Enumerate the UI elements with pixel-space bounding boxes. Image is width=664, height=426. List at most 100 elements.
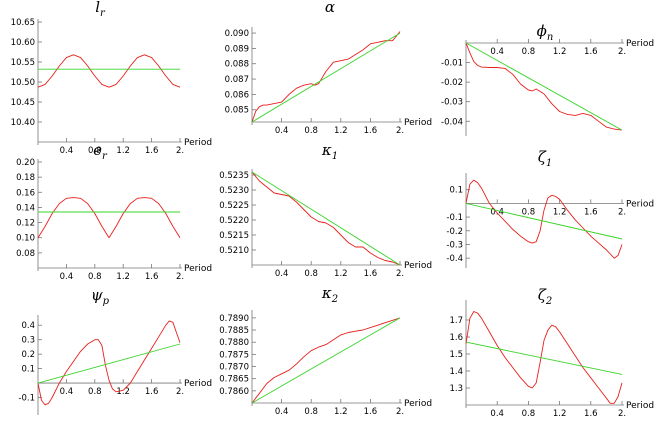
chart-2-y-tick-label: 0.087 bbox=[225, 75, 249, 85]
chart-1-y-tick-label: 10.45 bbox=[11, 98, 35, 108]
chart-2: α 0.085 0.086 0.087 0.088 0.089 0.090 0.4 0.8 1.2… bbox=[225, 0, 432, 136]
chart-3-x-tick-label: 0.8 bbox=[522, 47, 536, 57]
chart-2-x-tick-label: 0.4 bbox=[275, 126, 289, 136]
chart-6-x-tick-label: 1.6 bbox=[584, 207, 598, 217]
chart-1-title: lr bbox=[95, 0, 106, 19]
chart-4-x-tick-label: 2. bbox=[176, 272, 184, 282]
chart-4-red-series-line bbox=[37, 197, 181, 239]
chart-8-y-tick-label: 0.7875 bbox=[219, 350, 249, 360]
chart-3-y-tick-label: -0.02 bbox=[441, 78, 463, 88]
chart-3: ϕn -0.01 -0.02 -0.03 -0.04 0.4 0.8 1.2 1.6 2.Peri… bbox=[441, 22, 654, 136]
chart-7-x-tick-label: 1.2 bbox=[116, 387, 130, 397]
chart-9-y-tick-label: 1.6 bbox=[449, 333, 463, 343]
chart-2-x-axis-label: Period bbox=[404, 118, 432, 128]
chart-9-x-tick-label: 1.2 bbox=[553, 409, 567, 419]
chart-2-x-tick-label: 1.2 bbox=[334, 126, 348, 136]
chart-2-y-tick-label: 0.088 bbox=[225, 60, 249, 70]
chart-1-y-tick-label: 10.65 bbox=[11, 18, 35, 28]
chart-1-y-tick-label: 10.50 bbox=[11, 78, 35, 88]
chart-4-x-axis-label: Period bbox=[184, 264, 212, 274]
chart-2-y-tick-label: 0.089 bbox=[225, 44, 249, 54]
chart-5-x-axis-label: Period bbox=[404, 261, 432, 271]
chart-9-y-tick-label: 1.7 bbox=[449, 316, 463, 326]
chart-5-x-tick-label: 0.4 bbox=[275, 269, 289, 279]
chart-9-x-tick-label: 2. bbox=[618, 409, 626, 419]
chart-8-x-tick-label: 0.4 bbox=[275, 407, 289, 417]
chart-9-red-series-line bbox=[465, 311, 623, 404]
chart-6-x-axis-label: Period bbox=[626, 199, 654, 209]
chart-8-y-tick-label: 0.7860 bbox=[219, 387, 249, 397]
chart-1-x-tick-label: 0.8 bbox=[88, 146, 102, 156]
chart-4-y-tick-label: 0.16 bbox=[16, 188, 35, 198]
chart-3-x-tick-label: 1.2 bbox=[553, 47, 567, 57]
chart-6-title: ζ1 bbox=[538, 148, 553, 169]
chart-7-title: ψp bbox=[91, 286, 110, 307]
chart-4-x-tick-label: 0.4 bbox=[60, 272, 74, 282]
chart-4: er 0.08 0.10 0.12 0.14 0.16 0.18 0.20 0.4 0.8 1.2 1… bbox=[16, 141, 212, 282]
chart-5-x-tick-label: 0.8 bbox=[304, 269, 318, 279]
chart-4-y-tick-label: 0.10 bbox=[16, 234, 35, 244]
chart-9-x-tick-label: 0.8 bbox=[522, 409, 536, 419]
chart-5-x-tick-label: 1.2 bbox=[334, 269, 348, 279]
chart-7-x-tick-label: 0.4 bbox=[60, 387, 74, 397]
chart-7-y-tick-label: 0.2 bbox=[21, 350, 35, 360]
chart-9-x-tick-label: 1.6 bbox=[584, 409, 598, 419]
chart-3-x-tick-label: 2. bbox=[618, 47, 626, 57]
chart-9-x-tick-label: 0.4 bbox=[490, 409, 504, 419]
chart-7-red-series-line bbox=[37, 320, 181, 406]
chart-7-x-tick-label: 2. bbox=[176, 387, 184, 397]
chart-2-red-series-line bbox=[251, 31, 401, 123]
chart-8-title: κ2 bbox=[321, 284, 338, 305]
chart-1-y-tick-label: 10.55 bbox=[11, 58, 35, 68]
chart-7-x-axis-label: Period bbox=[184, 379, 212, 389]
chart-4-y-tick-label: 0.08 bbox=[16, 249, 35, 259]
chart-2-title: α bbox=[325, 0, 335, 16]
chart-9: ζ2 1.7 1.6 1.5 1.4 1.3 0.4 0.8 1.2 1.6 2.Period bbox=[449, 286, 654, 419]
chart-7-x-tick-label: 0.8 bbox=[88, 387, 102, 397]
chart-9-y-tick-label: 1.3 bbox=[449, 384, 463, 394]
chart-5-red-series-line bbox=[251, 171, 401, 266]
chart-8: κ2 0.7860 0.7865 0.7870 0.7875 0.7880 0.7885 0.… bbox=[219, 284, 432, 417]
chart-8-x-tick-label: 1.6 bbox=[364, 407, 378, 417]
chart-4-y-tick-label: 0.20 bbox=[16, 158, 35, 168]
chart-5-green-fit-line bbox=[251, 171, 401, 266]
chart-3-y-tick-label: -0.04 bbox=[441, 117, 463, 127]
chart-7-y-tick-label: 0.3 bbox=[21, 336, 35, 346]
chart-3-x-axis-label: Period bbox=[626, 39, 654, 49]
chart-4-title: er bbox=[93, 141, 108, 162]
chart-6: ζ10.1-0.1-0.2-0.3-0.40.4 0.8 1.2 1.6 2.Perio… bbox=[446, 148, 654, 268]
chart-8-y-tick-label: 0.7870 bbox=[219, 363, 249, 373]
chart-1: lr 10.40 10.45 10.50 10.55 10.60 10.65 0.4 0.8 1.… bbox=[11, 0, 212, 156]
chart-8-y-tick-label: 0.7885 bbox=[219, 326, 249, 336]
chart-7: ψp 0.4 0.3 0.2 0.1 -0.1 0.4 0.8 1.2 1.6 2.Period bbox=[18, 286, 212, 415]
chart-6-y-tick-label: -0.3 bbox=[446, 240, 463, 250]
chart-1-x-tick-label: 1.6 bbox=[145, 146, 159, 156]
chart-6-x-tick-label: 2. bbox=[618, 207, 626, 217]
chart-7-y-tick-label: 0.1 bbox=[21, 365, 35, 375]
chart-9-y-tick-label: 1.5 bbox=[449, 350, 463, 360]
chart-2-x-tick-label: 1.6 bbox=[364, 126, 378, 136]
chart-2-y-tick-label: 0.086 bbox=[225, 90, 249, 100]
chart-8-red-series-line bbox=[251, 317, 401, 404]
chart-6-x-tick-label: 0.8 bbox=[522, 207, 536, 217]
chart-3-x-tick-label: 0.4 bbox=[490, 47, 504, 57]
chart-6-y-tick-label: -0.2 bbox=[446, 227, 463, 237]
chart-5-x-tick-label: 2. bbox=[396, 269, 404, 279]
chart-1-red-series-line bbox=[37, 54, 181, 88]
chart-3-y-tick-label: -0.03 bbox=[441, 98, 463, 108]
chart-8-x-tick-label: 1.2 bbox=[334, 407, 348, 417]
chart-8-x-tick-label: 2. bbox=[396, 407, 404, 417]
chart-7-x-tick-label: 1.6 bbox=[145, 387, 159, 397]
chart-6-x-tick-label: 1.2 bbox=[553, 207, 567, 217]
chart-1-x-tick-label: 0.4 bbox=[60, 146, 74, 156]
chart-6-y-tick-label: -0.4 bbox=[446, 254, 463, 264]
chart-1-y-tick-label: 10.60 bbox=[11, 38, 35, 48]
chart-6-green-fit-line bbox=[465, 202, 623, 240]
chart-4-y-tick-label: 0.18 bbox=[16, 173, 35, 183]
chart-2-y-tick-label: 0.090 bbox=[225, 29, 249, 39]
chart-2-x-tick-label: 0.8 bbox=[304, 126, 318, 136]
chart-4-y-tick-label: 0.14 bbox=[16, 203, 35, 213]
chart-5-y-tick-label: 0.5220 bbox=[219, 216, 249, 226]
chart-5-y-tick-label: 0.5225 bbox=[219, 201, 249, 211]
